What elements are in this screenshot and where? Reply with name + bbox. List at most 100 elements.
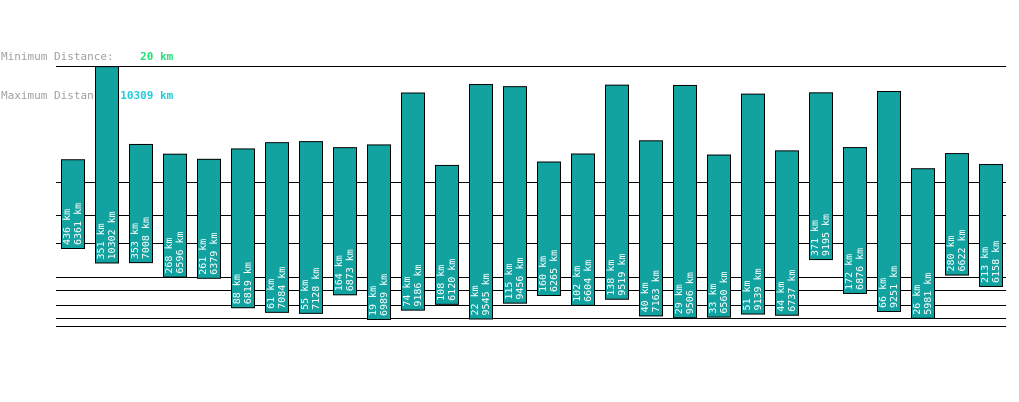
bar-rect xyxy=(809,92,833,261)
bar-rect xyxy=(401,92,425,311)
bar-min-label: 164 km xyxy=(334,255,345,291)
bar-min-label: 436 km xyxy=(62,209,73,245)
bar-rect xyxy=(741,93,765,315)
bar-rect xyxy=(265,142,289,313)
bar-rect xyxy=(129,143,153,264)
bar-min-label: 353 km xyxy=(130,223,141,259)
bar-min-label: 172 km xyxy=(844,254,855,290)
bar-min-label: 66 km xyxy=(878,278,889,308)
bar-max-label: 9251 km xyxy=(889,266,900,308)
bar-rect xyxy=(877,90,901,312)
bar-rect xyxy=(571,153,595,306)
bar-min-label: 160 km xyxy=(538,256,549,292)
bar-max-label: 6876 km xyxy=(855,248,866,290)
bar-max-label: 6379 km xyxy=(209,233,220,275)
distance-bar: 19 km 6989 km xyxy=(367,144,391,320)
distance-bar: 436 km 6361 km xyxy=(61,159,85,249)
bar-max-label: 6158 km xyxy=(991,241,1002,283)
bar-rect xyxy=(775,150,799,316)
bar-max-label: 7128 km xyxy=(311,268,322,310)
bar-rect xyxy=(639,140,663,317)
bar-min-label: 108 km xyxy=(436,265,447,301)
bar-max-label: 6873 km xyxy=(345,249,356,291)
bar-rect xyxy=(435,164,459,305)
minimum-distance-row: Minimum Distance: 20 km xyxy=(1,50,173,63)
distance-bar: 55 km 7128 km xyxy=(299,141,323,314)
bar-rect xyxy=(469,84,493,320)
distance-bar: 268 km 6596 km xyxy=(163,153,187,278)
bar-rect xyxy=(605,84,629,300)
distance-bar: 33 km 6560 km xyxy=(707,154,731,318)
bar-max-label: 6265 km xyxy=(549,250,560,292)
bar-min-label: 268 km xyxy=(164,237,175,273)
distance-bar: 40 km 7163 km xyxy=(639,140,663,317)
bar-rect xyxy=(945,153,969,276)
distance-bar: 371 km 9195 km xyxy=(809,92,833,261)
bar-min-label: 55 km xyxy=(300,280,311,310)
bar-min-label: 261 km xyxy=(198,239,209,275)
bar-max-label: 9186 km xyxy=(413,264,424,306)
bar-rect xyxy=(163,153,187,278)
distance-bar: 213 km 6158 km xyxy=(979,164,1003,287)
bar-rect xyxy=(231,148,255,309)
distance-bar: 115 km 9456 km xyxy=(503,86,527,304)
distance-bar: 66 km 9251 km xyxy=(877,90,901,312)
bar-min-label: 102 km xyxy=(572,266,583,302)
minimum-distance-label: Minimum Distance: xyxy=(1,50,114,63)
bar-max-label: 7163 km xyxy=(651,270,662,312)
bar-rect xyxy=(503,86,527,304)
bar-max-label: 9195 km xyxy=(821,214,832,256)
bar-min-label: 280 km xyxy=(946,235,957,271)
bar-rect xyxy=(979,164,1003,287)
bar-min-label: 44 km xyxy=(776,282,787,312)
bar-max-label: 6560 km xyxy=(719,271,730,313)
distance-bar: 102 km 6604 km xyxy=(571,153,595,306)
bar-min-label: 61 km xyxy=(266,279,277,309)
bar-max-label: 6596 km xyxy=(175,231,186,273)
bar-max-label: 6989 km xyxy=(379,274,390,316)
distance-bar: 51 km 9139 km xyxy=(741,93,765,315)
bar-min-label: 19 km xyxy=(368,286,379,316)
bar-min-label: 22 km xyxy=(470,285,481,315)
bar-min-label: 213 km xyxy=(980,247,991,283)
bar-min-label: 29 km xyxy=(674,284,685,314)
distance-bar: 61 km 7084 km xyxy=(265,142,289,313)
bar-rect xyxy=(299,141,323,314)
bar-rect xyxy=(61,159,85,249)
distance-bar: 160 km 6265 km xyxy=(537,161,561,296)
bars: 436 km 6361 km 351 km 10302 km 353 km 7008 km… xyxy=(61,66,1003,320)
maximum-distance-value: 10309 km xyxy=(120,89,174,102)
distance-bar: 280 km 6622 km xyxy=(945,153,969,276)
distance-bar: 353 km 7008 km xyxy=(129,143,153,264)
bar-rect xyxy=(843,147,867,294)
bar-min-label: 88 km xyxy=(232,274,243,304)
bar-min-label: 351 km xyxy=(96,223,107,259)
bar-max-label: 9506 km xyxy=(685,272,696,314)
bar-min-label: 40 km xyxy=(640,282,651,312)
bar-min-label: 74 km xyxy=(402,277,413,307)
distance-bar: 108 km 6120 km xyxy=(435,164,459,305)
bar-max-label: 9545 km xyxy=(481,273,492,315)
bar-max-label: 10302 km xyxy=(107,211,118,259)
distance-bar: 29 km 9506 km xyxy=(673,84,697,319)
bar-max-label: 5981 km xyxy=(923,273,934,315)
distance-bar: 138 km 9519 km xyxy=(605,84,629,300)
bar-rect xyxy=(95,66,119,264)
bar-max-label: 7008 km xyxy=(141,217,152,259)
distance-bar: 88 km 6819 km xyxy=(231,148,255,309)
bar-max-label: 9519 km xyxy=(617,254,628,296)
distance-bar: 261 km 6379 km xyxy=(197,158,221,279)
bar-min-label: 115 km xyxy=(504,264,515,300)
bar-rect xyxy=(707,154,731,318)
distance-bar: 172 km 6876 km xyxy=(843,147,867,294)
distance-bar: 351 km 10302 km xyxy=(95,66,119,264)
bar-rect xyxy=(367,144,391,320)
minimum-distance-value: 20 km xyxy=(140,50,174,63)
bar-rect xyxy=(673,84,697,319)
bar-max-label: 6737 km xyxy=(787,270,798,312)
bar-rect xyxy=(537,161,561,296)
bar-min-label: 33 km xyxy=(708,284,719,314)
bar-rect xyxy=(333,147,357,296)
bar-max-label: 7084 km xyxy=(277,267,288,309)
